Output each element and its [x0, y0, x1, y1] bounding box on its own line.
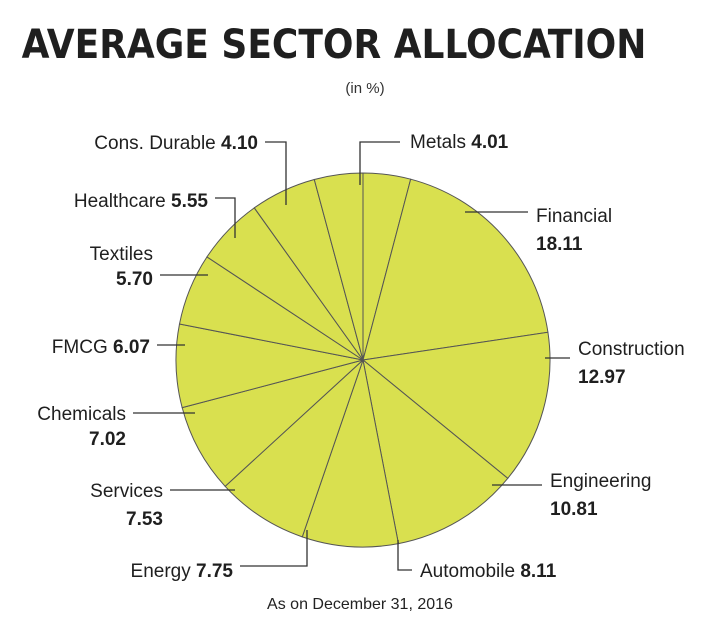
- slice-name-construction: Construction: [578, 339, 685, 360]
- slice-value-services: 7.53: [126, 509, 163, 530]
- slice-name-cons-durable: Cons. Durable: [94, 133, 215, 154]
- slice-label-construction: Construction: [578, 339, 685, 360]
- slice-value-engineering: 10.81: [550, 499, 598, 520]
- slice-label-fmcg: FMCG 6.07: [52, 337, 150, 358]
- slice-name-energy: Energy: [131, 561, 192, 582]
- slice-name-financial: Financial: [536, 206, 612, 227]
- slice-value-energy: 7.75: [191, 561, 234, 582]
- pie-slice-energy: [224, 359, 364, 538]
- slice-label-energy: Energy 7.75: [131, 561, 234, 582]
- slice-name-textiles: Textiles: [90, 244, 153, 265]
- leader-line-cons-durable: [265, 141, 287, 205]
- slice-name-automobile: Automobile: [420, 561, 515, 582]
- leader-line-healthcare: [215, 197, 236, 238]
- slice-value-construction: 12.97: [578, 367, 626, 388]
- pie-slice-cons-durable: [313, 172, 364, 361]
- slice-label-healthcare: Healthcare 5.55: [74, 191, 209, 212]
- slice-label-metals: Metals 4.01: [410, 132, 509, 153]
- chart-footnote: As on December 31, 2016: [267, 596, 453, 613]
- slice-value-fmcg: 6.07: [108, 337, 150, 358]
- slice-label-textiles: Textiles: [90, 244, 153, 265]
- pie-slice-engineering: [362, 358, 509, 545]
- pie-slice-financial: [362, 178, 549, 361]
- slice-label-cons-durable: Cons. Durable 4.10: [94, 133, 258, 154]
- slice-value-automobile: 8.11: [515, 561, 557, 582]
- slice-label-automobile: Automobile 8.11: [420, 561, 557, 582]
- slice-label-chemicals: Chemicals: [37, 404, 126, 425]
- slice-name-healthcare: Healthcare: [74, 191, 166, 212]
- slice-name-metals: Metals: [410, 132, 466, 153]
- pie-slice-construction: [361, 331, 551, 480]
- slice-name-chemicals: Chemicals: [37, 404, 126, 425]
- leader-line-energy: [240, 530, 308, 567]
- slice-label-engineering: Engineering: [550, 471, 651, 492]
- slice-label-financial: Financial: [536, 206, 612, 227]
- slice-value-cons-durable: 4.10: [216, 133, 258, 154]
- leader-line-automobile: [397, 540, 412, 571]
- pie-slice-automobile: [301, 358, 400, 548]
- chart-title: AVERAGE SECTOR ALLOCATION: [21, 22, 647, 68]
- slice-value-financial: 18.11: [536, 234, 583, 255]
- chart-subtitle: (in %): [345, 80, 385, 97]
- slice-value-chemicals: 7.02: [89, 429, 126, 450]
- slice-name-fmcg: FMCG: [52, 337, 108, 358]
- slice-name-services: Services: [90, 481, 163, 502]
- slice-value-healthcare: 5.55: [166, 191, 209, 212]
- slice-label-services: Services: [90, 481, 163, 502]
- slice-value-textiles: 5.70: [116, 269, 153, 290]
- leader-line-metals: [359, 141, 400, 185]
- slice-value-metals: 4.01: [466, 132, 509, 153]
- slice-name-engineering: Engineering: [550, 471, 651, 492]
